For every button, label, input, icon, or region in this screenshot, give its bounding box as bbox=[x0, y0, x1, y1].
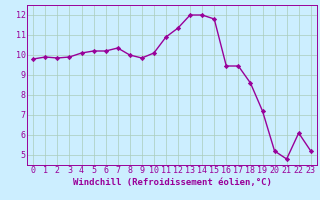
X-axis label: Windchill (Refroidissement éolien,°C): Windchill (Refroidissement éolien,°C) bbox=[73, 178, 271, 187]
